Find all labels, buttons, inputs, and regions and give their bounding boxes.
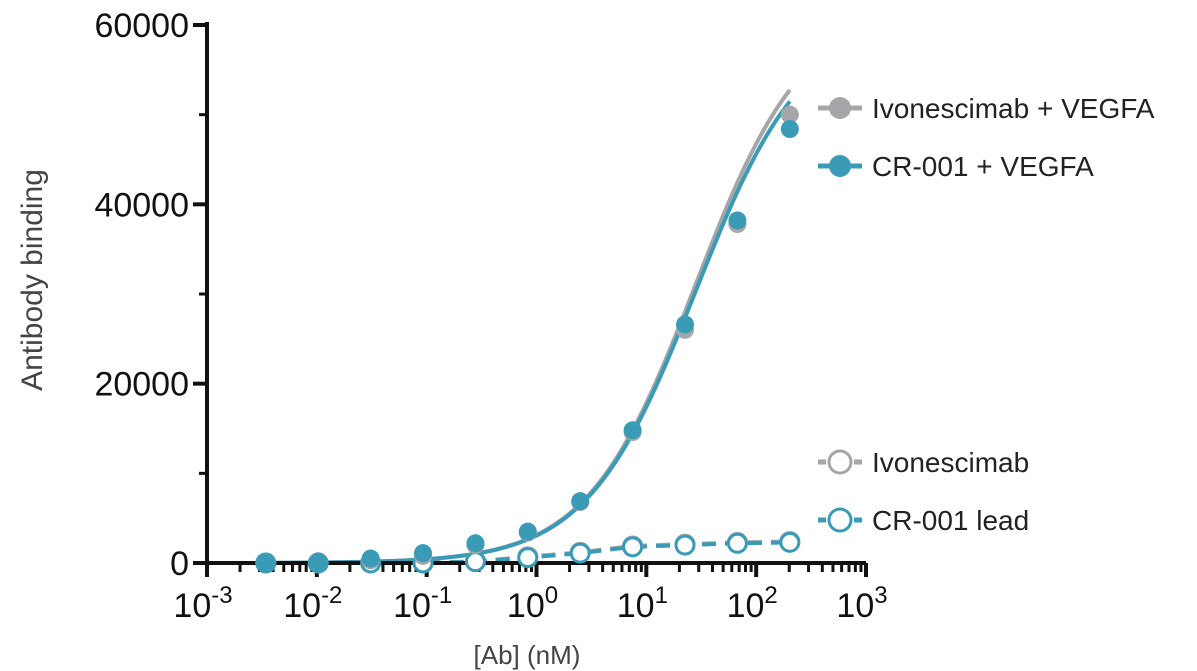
fit-curve-0: [265, 88, 792, 565]
data-point: [309, 552, 328, 571]
data-point: [780, 105, 799, 124]
data-point: [623, 421, 642, 440]
data-point: [779, 531, 801, 553]
data-point: [780, 120, 799, 139]
axis-ticks: 0 20000 40000 60000 10-3 10-2 10-1 100 101 102 103: [94, 7, 887, 625]
x-tick-label: 101: [617, 582, 668, 625]
data-point: [464, 551, 486, 573]
legend-label: CR-001 + VEGFA: [872, 151, 1094, 182]
x-tick-label: 103: [836, 582, 887, 625]
data-point: [622, 536, 644, 558]
y-tick-label: 40000: [94, 186, 189, 224]
legend-entry: Ivonescimab: [818, 447, 1029, 478]
data-point: [517, 547, 539, 569]
legend-marker: [827, 449, 853, 475]
legend-marker: [829, 97, 851, 119]
legend-marker: [827, 507, 853, 533]
legend-marker: [829, 155, 851, 177]
data-point: [676, 315, 695, 334]
x-tick-label: 10-1: [393, 582, 452, 625]
x-tick-label: 102: [727, 582, 778, 625]
legend-entry: CR-001 lead: [818, 505, 1029, 536]
legend-label: CR-001 lead: [872, 505, 1029, 536]
data-point: [726, 532, 748, 554]
x-tick-label: 100: [507, 582, 558, 625]
legend-label: Ivonescimab: [872, 447, 1029, 478]
legend-label: Ivonescimab + VEGFA: [872, 93, 1155, 124]
x-tick-label: 10-3: [173, 582, 232, 625]
data-point: [674, 534, 696, 556]
data-point: [571, 492, 590, 511]
x-axis-title: [Ab] (nM): [474, 640, 581, 670]
axes: [205, 22, 866, 565]
data-point: [728, 211, 747, 230]
data-point: [361, 549, 380, 568]
legend-entry: Ivonescimab + VEGFA: [818, 93, 1155, 124]
y-axis-title: Antibody binding: [16, 169, 49, 391]
x-tick-label: 10-2: [283, 582, 342, 625]
y-tick-label: 60000: [94, 7, 189, 45]
data-point: [413, 544, 432, 563]
y-tick-label: 0: [170, 545, 189, 583]
data-point: [518, 522, 537, 541]
data-point: [256, 553, 275, 572]
data-points: [255, 105, 801, 574]
legend: Ivonescimab + VEGFA CR-001 + VEGFA Ivonesc…: [818, 93, 1155, 536]
data-point: [466, 534, 485, 553]
fit-curves: [265, 88, 792, 565]
y-tick-label: 20000: [94, 366, 189, 404]
legend-entry: CR-001 + VEGFA: [818, 151, 1094, 182]
data-point: [569, 542, 591, 564]
fit-curve-1: [265, 100, 792, 565]
